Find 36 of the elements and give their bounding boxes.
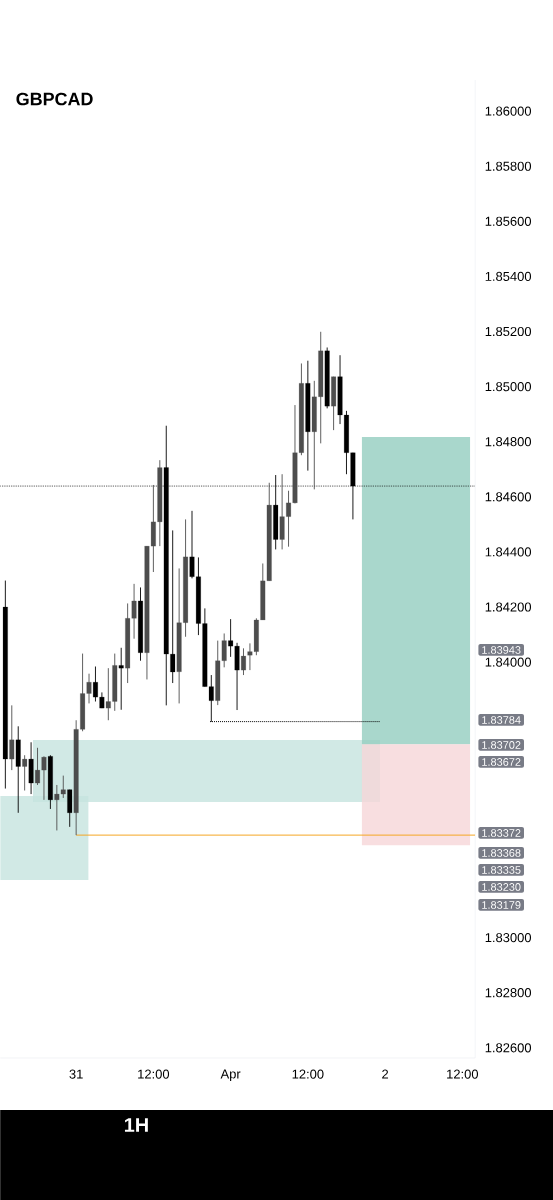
candlestick <box>22 754 27 791</box>
y-tick-label: 1.84200 <box>485 602 531 612</box>
y-tick-label: 1.85800 <box>485 161 531 171</box>
candlestick <box>118 647 124 711</box>
y-tick-label: 1.84600 <box>485 492 531 502</box>
candlestick <box>9 704 15 771</box>
candlestick <box>28 741 34 795</box>
y-tick-label: 1.85000 <box>485 382 531 392</box>
candlestick <box>67 789 73 828</box>
y-tick-label: 1.82600 <box>485 1043 531 1053</box>
text: 1.83784 <box>482 716 521 724</box>
x-tick-label: 31 <box>69 1069 83 1079</box>
text: 1.83943 <box>482 646 521 654</box>
y-tick-label: 1.84800 <box>485 437 531 447</box>
text: 1.83372 <box>482 829 521 837</box>
text: 1.83368 <box>482 849 521 857</box>
text: 1.83335 <box>482 866 521 874</box>
x-tick-label: 12:00 <box>292 1069 324 1079</box>
y-tick-label: 1.84000 <box>485 657 531 667</box>
y-tick-label: 1.85600 <box>485 216 531 226</box>
y-tick-label: 1.83000 <box>485 933 531 943</box>
text: 1.83702 <box>482 741 521 749</box>
text: 1.83230 <box>482 883 521 891</box>
text: 1.83179 <box>482 901 521 909</box>
x-tick-label: 12:00 <box>138 1069 169 1079</box>
x-tick-label: 12:00 <box>447 1069 478 1079</box>
y-tick-label: 1.86000 <box>485 106 531 116</box>
x-tick-label: 2 <box>382 1069 388 1079</box>
y-tick-label: 1.82800 <box>485 988 531 998</box>
y-tick-label: 1.84400 <box>485 547 531 557</box>
y-tick-label: 1.85400 <box>485 271 531 281</box>
x-tick-label: Apr <box>220 1069 241 1082</box>
text: 1.83672 <box>482 758 521 766</box>
y-tick-label: 1.85200 <box>485 326 531 337</box>
text: 1H <box>124 1118 148 1132</box>
text: GBPCAD <box>16 92 93 106</box>
